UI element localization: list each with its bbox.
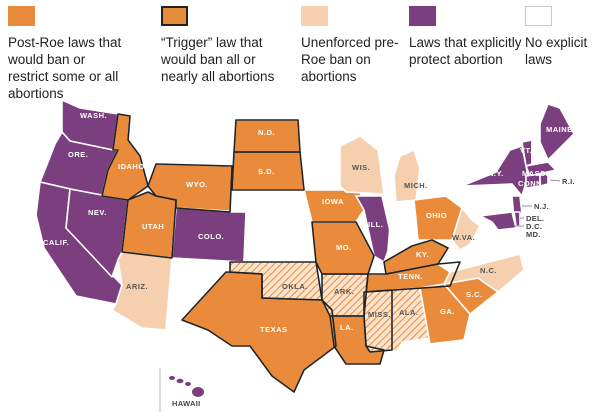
state-md: [479, 211, 517, 231]
label-utah: UTAH: [142, 222, 164, 231]
label-maine: MAINE: [546, 125, 573, 134]
legend-label-trigger: “Trigger” law that would ban all or near…: [161, 35, 275, 84]
label-ala: ALA.: [399, 308, 419, 317]
label-sd: S.D.: [258, 167, 275, 176]
label-texas: TEXAS: [260, 325, 288, 334]
label-miss: MISS.: [368, 310, 391, 319]
state-ariz: [111, 251, 173, 331]
trigger-outlines: [101, 113, 461, 393]
label-wyo: WYO.: [186, 180, 208, 189]
trigger-outline-texas: [181, 271, 337, 393]
label-okla: OKLA.: [282, 282, 308, 291]
trigger-outline-wyo: [147, 163, 233, 213]
legend-item-unenforced: Unenforced pre-Roe ban on abortions: [301, 6, 416, 85]
legend-item-protect: Laws that explicitly protect abortion: [409, 6, 524, 68]
label-calif: CALIF.: [43, 238, 69, 247]
label-ark: ARK.: [334, 287, 354, 296]
swatch-trigger: [161, 6, 188, 26]
state-wva: [451, 207, 481, 251]
legend-item-trigger: “Trigger” law that would ban all or near…: [161, 6, 276, 85]
legend-item-post-roe: Post-Roe laws that would ban or restrict…: [8, 6, 123, 102]
legend-item-none: No explicit laws: [525, 6, 595, 68]
label-ore: ORE.: [68, 150, 88, 159]
label-iowa: IOWA: [322, 197, 344, 206]
label-del: DEL.: [526, 214, 544, 223]
state-wis: [339, 135, 385, 195]
state-ind: [387, 201, 415, 251]
label-ill: ILL.: [368, 220, 383, 229]
state-hawaii: [169, 376, 204, 397]
label-tenn: TENN.: [398, 272, 423, 281]
trigger-outline-sd: [231, 151, 305, 191]
label-nd: N.D.: [258, 128, 275, 137]
leader-ri: [549, 179, 561, 182]
state-miss: [363, 289, 393, 353]
label-md: MD.: [526, 230, 541, 239]
state-del: [513, 211, 521, 227]
label-ky: KY.: [416, 250, 429, 259]
label-ariz: ARIZ.: [126, 282, 148, 291]
state-penn: [461, 183, 517, 215]
label-idaho: IDAHO: [118, 162, 145, 171]
label-nev: NEV.: [88, 208, 107, 217]
label-conn: CONN.: [518, 179, 545, 188]
label-wis: WIS.: [352, 163, 370, 172]
legend-label-none: No explicit laws: [525, 35, 588, 67]
state-mass: [525, 161, 557, 177]
swatch-post-roe: [8, 6, 35, 26]
label-vt: VT.: [520, 146, 532, 155]
swatch-protect: [409, 6, 436, 26]
label-wash: WASH.: [80, 111, 107, 120]
legend-label-protect: Laws that explicitly protect abortion: [409, 35, 522, 67]
label-nc: N.C.: [480, 266, 497, 275]
state-maine: [539, 103, 575, 161]
label-mo: MO.: [336, 243, 352, 252]
swatch-unenforced: [301, 6, 328, 26]
state-mont: [127, 115, 237, 167]
label-mich: MICH.: [404, 181, 428, 190]
legend-label-post-roe: Post-Roe laws that would ban or restrict…: [8, 35, 122, 101]
state-ga: [419, 283, 471, 345]
state-mich: [393, 149, 421, 203]
state-ri: [539, 173, 549, 187]
swatch-none: [525, 6, 552, 26]
label-ri: R.I.: [562, 177, 575, 186]
label-dc: D.C.: [526, 222, 542, 231]
label-colo: COLO.: [198, 232, 224, 241]
label-la: LA.: [340, 323, 354, 332]
state-fla: [397, 339, 495, 403]
label-ga: GA.: [440, 307, 455, 316]
label-ny: N.Y.: [488, 169, 504, 178]
trigger-outline-miss: [363, 289, 393, 353]
label-nj: N.J.: [534, 202, 549, 211]
legend-label-unenforced: Unenforced pre-Roe ban on abortions: [301, 35, 399, 84]
label-ohio: OHIO: [426, 211, 447, 220]
label-hawaii: HAWAII: [172, 399, 200, 408]
us-map: WASH. ORE. CALIF. NEV. IDAHO UTAH ARIZ. …: [35, 99, 575, 412]
label-sc: S.C.: [466, 290, 483, 299]
state-iowa: [303, 189, 365, 223]
label-wva: W.VA.: [452, 233, 475, 242]
label-mass: MASS.: [522, 169, 548, 178]
state-kan: [243, 221, 317, 263]
legend: Post-Roe laws that would ban or restrict…: [0, 0, 600, 101]
